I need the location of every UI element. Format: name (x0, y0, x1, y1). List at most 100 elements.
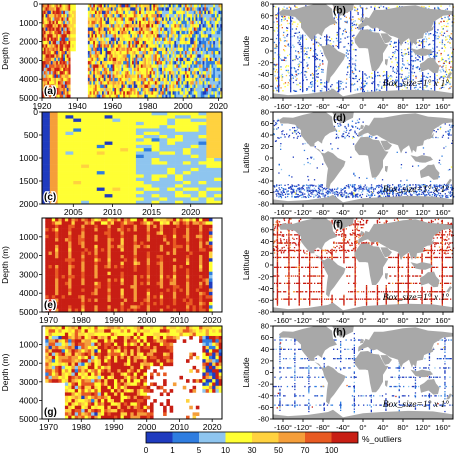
heatmap-cell (114, 84, 117, 89)
heatmap-cell (120, 221, 125, 226)
heatmap-cell (172, 17, 175, 22)
heatmap-cell (104, 181, 113, 185)
heatmap-cell (124, 17, 127, 22)
heatmap-cell (104, 228, 108, 232)
heatmap-cell (184, 44, 187, 48)
heatmap-cell (66, 24, 69, 28)
heatmap-cell (135, 167, 145, 172)
heatmap-cell (190, 81, 193, 85)
heatmap-cell (89, 91, 92, 95)
heatmap-cell (192, 67, 195, 72)
heatmap-cell (159, 228, 164, 232)
heatmap-cell (87, 221, 92, 226)
heatmap-cell (109, 81, 112, 85)
heatmap-cell (133, 24, 136, 28)
heatmap-cell (57, 71, 60, 75)
heatmap-cell (104, 128, 113, 133)
heatmap-cell (71, 241, 76, 246)
heatmap-cell (142, 10, 145, 15)
heatmap-cell (73, 187, 82, 192)
heatmap-cell (57, 194, 66, 198)
heatmap-cell (133, 91, 136, 95)
heatmap-cell (213, 71, 216, 75)
heatmap-cell (42, 4, 45, 8)
heatmap-cell (45, 10, 48, 15)
heatmap-cell (114, 51, 117, 55)
heatmap-cell (133, 87, 136, 92)
heatmap-cell (128, 177, 137, 182)
heatmap-cell (89, 34, 92, 38)
heatmap-cell (137, 17, 140, 22)
heatmap-cell (116, 61, 119, 65)
heatmap-cell (45, 305, 49, 309)
heatmap-cell (190, 112, 199, 116)
heatmap-cell (195, 234, 200, 239)
heatmap-cell (170, 44, 173, 48)
heatmap-cell (96, 34, 99, 38)
heatmap-cell (195, 24, 198, 28)
heatmap-cell (193, 20, 196, 25)
heatmap-cell (206, 71, 209, 75)
heatmap-cell (144, 10, 147, 15)
y-tick-label: 0 (33, 107, 38, 117)
heatmap-cell (47, 24, 50, 28)
heatmap-cell (123, 268, 128, 273)
heatmap-cell (68, 228, 72, 232)
heatmap-cell (102, 74, 105, 79)
heatmap-cell (130, 218, 134, 222)
heatmap-cell (71, 355, 76, 360)
heatmap-cell (61, 30, 64, 35)
heatmap-cell (214, 27, 217, 32)
heatmap-cell (135, 115, 145, 119)
heatmap-cell (97, 291, 102, 296)
heatmap-cell (202, 234, 206, 239)
heatmap-cell (189, 288, 193, 293)
heatmap-cell (91, 94, 94, 99)
heatmap-cell (120, 224, 125, 229)
heatmap-cell (59, 74, 62, 79)
heatmap-cell (207, 67, 210, 72)
heatmap-cell (207, 91, 210, 95)
heatmap-cell (97, 281, 102, 286)
heatmap-cell (81, 261, 85, 266)
heatmap-cell (167, 37, 170, 42)
heatmap-cell (204, 51, 207, 55)
heatmap-cell (64, 51, 67, 55)
heatmap-cell (177, 77, 180, 82)
heatmap-cell (135, 81, 138, 85)
heatmap-cell (136, 238, 141, 242)
heatmap-cell (71, 278, 76, 283)
heatmap-cell (93, 71, 96, 75)
heatmap-cell (182, 148, 191, 152)
heatmap-cell (58, 254, 62, 259)
heatmap-cell (110, 74, 113, 79)
heatmap-cell (186, 27, 189, 32)
heatmap-cell (124, 94, 127, 99)
heatmap-cell (137, 44, 140, 48)
heatmap-cell (162, 17, 165, 22)
heatmap-cell (97, 271, 102, 276)
heatmap-cell (188, 84, 191, 89)
heatmap-cell (49, 154, 58, 159)
heatmap-cell (184, 77, 187, 82)
heatmap-cell (98, 37, 101, 42)
heatmap-cell (202, 47, 205, 52)
heatmap-cell (186, 251, 190, 256)
heatmap-cell (87, 228, 92, 232)
heatmap-cell (150, 238, 154, 242)
heatmap-cell (198, 112, 207, 116)
heatmap-cell (98, 87, 101, 92)
heatmap-cell (197, 30, 200, 35)
heatmap-cell (68, 74, 71, 79)
heatmap-cell (93, 74, 96, 79)
heatmap-cell (48, 291, 53, 296)
heatmap-cell (165, 47, 168, 52)
heatmap-cell (133, 94, 136, 99)
heatmap-cell (192, 221, 197, 226)
heatmap-cell (154, 64, 157, 69)
heatmap-cell (149, 27, 152, 32)
heatmap-cell (140, 67, 143, 72)
heatmap-cell (207, 64, 210, 69)
heatmap-cell (193, 51, 196, 55)
heatmap-cell (78, 244, 82, 249)
